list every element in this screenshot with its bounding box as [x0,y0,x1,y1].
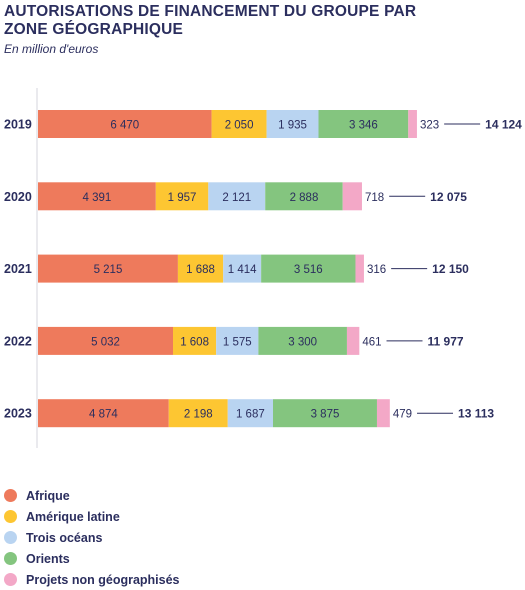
total-label-2022: 11 977 [428,334,464,348]
data-label-2021-1: 1 688 [186,264,215,276]
bar-segment-2022-0 [38,326,174,355]
bar-segment-2021-2 [223,254,262,283]
total-label-2021: 12 150 [432,262,469,276]
category-label-2020: 2020 [4,190,32,204]
legend-label: Afrique [26,488,70,503]
legend-item: Amérique latine [4,506,180,527]
data-label-2021-4: 316 [367,264,386,276]
bar-segment-2023-3 [273,399,377,428]
data-label-2021-2: 1 414 [228,264,257,276]
total-label-2020: 12 075 [430,190,467,204]
legend-item: Afrique [4,485,180,506]
legend-label: Orients [26,551,70,566]
data-label-2021-3: 3 516 [294,264,323,276]
data-label-2019-1: 2 050 [225,120,254,132]
category-label-2019: 2019 [4,118,32,132]
data-label-2022-3: 3 300 [288,336,317,348]
bar-segment-2019-3 [318,110,409,138]
bar-segment-2021-3 [261,254,356,283]
data-label-2019-0: 6 470 [110,120,139,132]
bar-segment-2020-4 [342,182,362,211]
bar-segment-2019-2 [266,110,319,138]
data-label-2019-2: 1 935 [278,120,307,132]
legend-label: Projets non géographisés [26,572,180,587]
bar-segment-2020-3 [265,182,343,211]
data-label-2023-4: 479 [393,409,412,421]
data-label-2022-0: 5 032 [91,336,120,348]
category-label-2022: 2022 [4,334,32,348]
bar-segment-2020-2 [208,182,266,211]
bar-segment-2020-1 [155,182,209,211]
data-label-2020-0: 4 391 [83,192,112,204]
bar-segment-2022-4 [346,326,360,355]
legend-swatch [4,573,17,586]
stacked-bar-chart: 2019 6 470 2 050 1 935 3 346 323 14 124 2020 4 3… [4,88,522,448]
data-label-2020-4: 718 [365,192,384,204]
data-label-2022-1: 1 608 [180,336,209,348]
legend-label: Trois océans [26,530,103,545]
chart-title: AUTORISATIONS DE FINANCEMENT DU GROUPE P… [4,3,417,38]
data-label-2019-3: 3 346 [349,120,378,132]
data-label-2022-2: 1 575 [223,336,252,348]
data-label-2019-4: 323 [420,120,439,132]
data-label-2023-0: 4 874 [89,409,118,421]
bar-segment-2019-1 [211,110,267,138]
bar-segment-2019-0 [38,110,212,138]
bar-segment-2022-2 [216,326,259,355]
data-label-2023-3: 3 875 [311,409,340,421]
total-label-2023: 13 113 [458,407,494,421]
data-label-2021-0: 5 215 [94,264,123,276]
legend-item: Projets non géographisés [4,569,180,590]
bar-segment-2023-2 [227,399,274,428]
bar-segment-2023-0 [38,399,169,428]
chart-subtitle: En million d'euros [4,42,99,56]
bar-segment-2023-1 [168,399,228,428]
data-label-2023-1: 2 198 [184,409,213,421]
bar-segment-2021-4 [355,254,364,283]
bar-segment-2021-1 [177,254,224,283]
chart-legend: Afrique Amérique latine Trois océans Orient… [4,485,180,590]
bar-segment-2022-3 [258,326,347,355]
legend-item: Trois océans [4,527,180,548]
category-label-2021: 2021 [4,262,32,276]
bar-segment-2021-0 [38,254,178,283]
data-label-2023-2: 1 687 [236,409,265,421]
data-label-2020-2: 2 121 [222,192,251,204]
bar-segment-2020-0 [38,182,156,211]
bar-segment-2019-4 [408,110,417,138]
category-label-2023: 2023 [4,407,32,421]
legend-item: Orients [4,548,180,569]
legend-swatch [4,552,17,565]
legend-swatch [4,510,17,523]
data-label-2020-1: 1 957 [168,192,197,204]
legend-swatch [4,531,17,544]
data-label-2022-4: 461 [362,336,381,348]
data-label-2020-3: 2 888 [290,192,319,204]
total-label-2019: 14 124 [485,118,522,132]
bar-segment-2023-4 [376,399,390,428]
legend-swatch [4,489,17,502]
legend-label: Amérique latine [26,509,120,524]
bar-segment-2022-1 [173,326,217,355]
